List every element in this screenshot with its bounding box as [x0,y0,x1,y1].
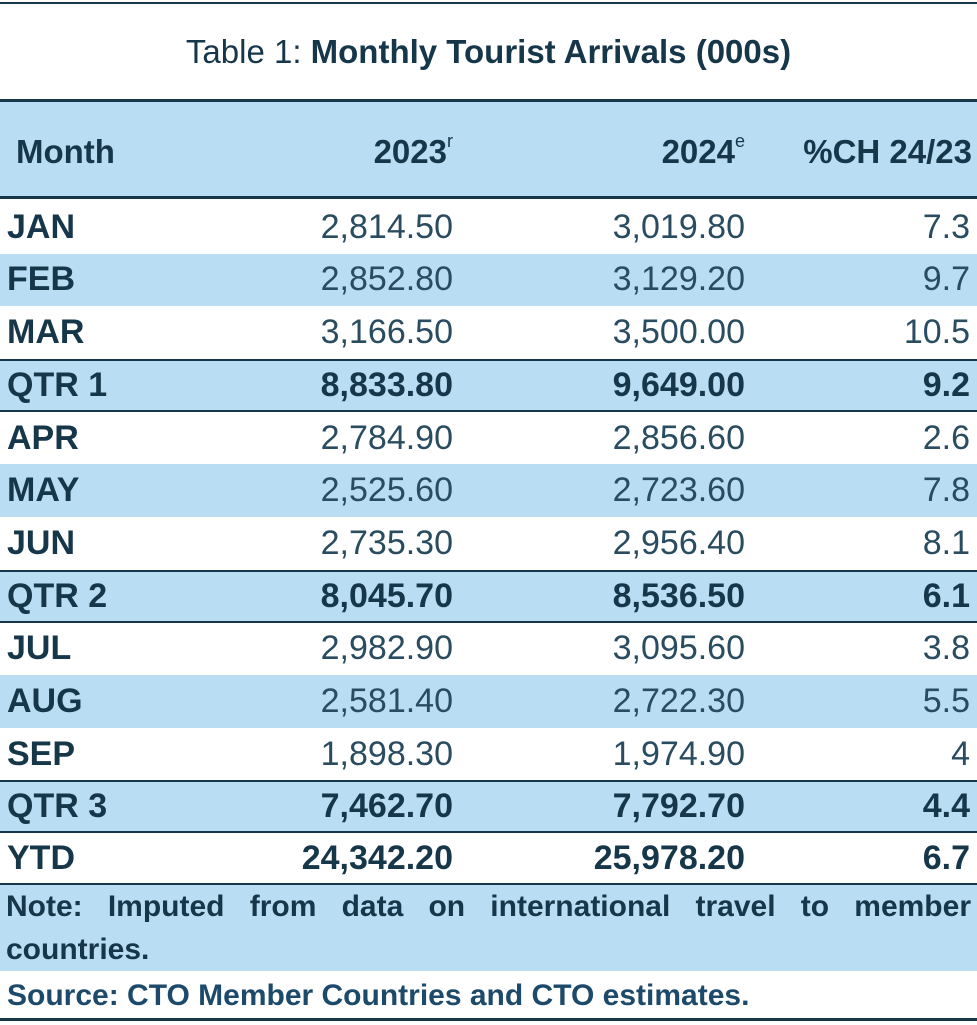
pct-change-cell: 10.5 [903,312,970,351]
pct-change-cell: 8.1 [922,523,970,562]
month-cell: YTD [7,838,75,877]
table-row: FEB 2,852.80 3,129.20 9.7 [0,253,977,307]
month-cell: MAY [7,471,80,510]
value-2023-cell: 2,852.80 [320,260,453,299]
pct-change-cell: 7.8 [922,471,970,510]
table-row: APR 2,784.90 2,856.60 2.6 [0,412,977,465]
pct-change-cell: 9.7 [922,260,970,299]
value-2023-cell: 2,581.40 [320,681,453,720]
month-cell: MAR [7,312,85,351]
ytd-total-row: YTD 24,342.20 25,978.20 6.7 [0,833,977,887]
value-2023-cell: 2,735.30 [320,523,453,562]
header-2023-sup: r [447,131,453,151]
table-row: MAR 3,166.50 3,500.00 10.5 [0,306,977,359]
value-2023-cell: 3,166.50 [320,312,453,351]
month-cell: QTR 3 [7,787,108,826]
header-pct-change: %CH 24/23 [803,133,972,170]
quarter-total-row: QTR 1 8,833.80 9,649.00 9.2 [0,358,977,412]
table-row: SEP 1,898.30 1,974.90 4 [0,728,977,781]
table-row: AUG 2,581.40 2,722.30 5.5 [0,675,977,728]
value-2023-cell: 2,982.90 [320,629,453,668]
table-row: JUN 2,735.30 2,956.40 8.1 [0,517,977,570]
table-body: JAN 2,814.50 3,019.80 7.3 FEB 2,852.80 3… [0,201,977,887]
table-title-main: Monthly Tourist Arrivals (000s) [310,33,792,70]
value-2024-cell: 7,792.70 [612,787,745,826]
header-2023: 2023r [374,132,453,172]
table-row: JAN 2,814.50 3,019.80 7.3 [0,201,977,254]
value-2024-cell: 1,974.90 [612,734,745,773]
pct-change-cell: 6.7 [922,838,970,877]
month-cell: APR [7,418,79,457]
table-row: MAY 2,525.60 2,723.60 7.8 [0,464,977,517]
month-cell: QTR 2 [7,576,108,615]
top-rule [0,2,977,4]
value-2024-cell: 3,095.60 [612,629,745,668]
value-2023-cell: 2,525.60 [320,471,453,510]
pct-change-cell: 4 [951,734,970,773]
table-header: Month 2023r 2024e %CH 24/23 [0,99,977,199]
header-2024-sup: e [734,131,745,151]
quarter-total-row: QTR 3 7,462.70 7,792.70 4.4 [0,780,977,834]
value-2024-cell: 2,723.60 [612,471,745,510]
value-2023-cell: 1,898.30 [320,734,453,773]
month-cell: JAN [7,207,76,246]
month-cell: JUN [7,523,76,562]
month-cell: QTR 1 [7,365,108,404]
header-2024-label: 2024 [661,133,735,170]
value-2023-cell: 2,814.50 [320,207,453,246]
table-source: Source: CTO Member Countries and CTO est… [0,971,977,1021]
value-2023-cell: 24,342.20 [301,838,453,877]
table-title: Table 1: Monthly Tourist Arrivals (000s) [0,28,977,76]
month-cell: AUG [7,681,83,720]
value-2024-cell: 9,649.00 [612,365,745,404]
value-2023-cell: 7,462.70 [320,787,453,826]
header-2024: 2024e [662,132,745,172]
pct-change-cell: 9.2 [922,365,970,404]
value-2024-cell: 2,956.40 [612,523,745,562]
value-2024-cell: 3,129.20 [612,260,745,299]
pct-change-cell: 4.4 [922,787,970,826]
table-title-prefix: Table 1: [185,33,311,70]
value-2024-cell: 2,856.60 [612,418,745,457]
month-cell: FEB [7,260,75,299]
pct-change-cell: 5.5 [922,681,970,720]
header-2023-label: 2023 [373,133,447,170]
pct-change-cell: 2.6 [922,418,970,457]
value-2023-cell: 2,784.90 [320,418,453,457]
value-2023-cell: 8,833.80 [320,365,453,404]
pct-change-cell: 6.1 [922,576,970,615]
table-row: JUL 2,982.90 3,095.60 3.8 [0,623,977,676]
month-cell: SEP [7,734,76,773]
value-2024-cell: 25,978.20 [593,838,745,877]
value-2024-cell: 3,500.00 [612,312,745,351]
pct-change-cell: 3.8 [922,629,970,668]
month-cell: JUL [7,629,72,668]
value-2024-cell: 3,019.80 [612,207,745,246]
header-month: Month [16,133,115,170]
value-2024-cell: 2,722.30 [612,681,745,720]
pct-change-cell: 7.3 [922,207,970,246]
quarter-total-row: QTR 2 8,045.70 8,536.50 6.1 [0,569,977,623]
value-2024-cell: 8,536.50 [612,576,745,615]
table-note: Note: Imputed from data on international… [0,885,977,971]
value-2023-cell: 8,045.70 [320,576,453,615]
